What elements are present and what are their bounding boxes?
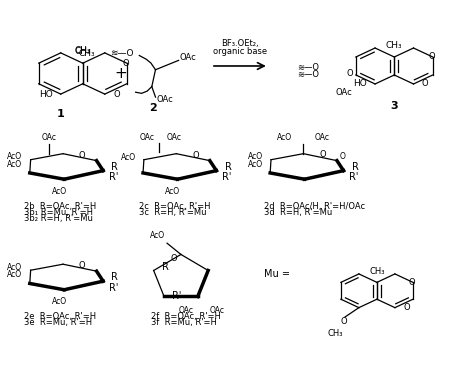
Text: OAc: OAc (178, 306, 193, 315)
Text: 3d  R=H, R'=Mu: 3d R=H, R'=Mu (264, 208, 332, 217)
Text: 3: 3 (391, 101, 398, 111)
Text: O: O (319, 150, 326, 159)
Text: 2c  R=OAc, R'=H: 2c R=OAc, R'=H (139, 201, 211, 211)
Text: OAc: OAc (167, 133, 182, 142)
Text: 2b  R=OAc, R'=H: 2b R=OAc, R'=H (24, 201, 96, 211)
Text: 3f  R=Mu, R'=H: 3f R=Mu, R'=H (151, 318, 217, 327)
Text: O: O (192, 151, 199, 160)
Text: R: R (111, 162, 118, 172)
Text: ≋—O: ≋—O (110, 49, 133, 59)
Text: R: R (162, 262, 169, 272)
Text: 3e  R=Mu, R'=H: 3e R=Mu, R'=H (24, 318, 92, 327)
Text: OAc: OAc (42, 133, 57, 142)
Text: CH₃: CH₃ (74, 46, 91, 55)
Text: AcO: AcO (52, 187, 67, 196)
Text: AcO: AcO (120, 153, 136, 162)
Text: AcO: AcO (7, 160, 22, 169)
Text: 2d  R=OAc/H, R'=H/OAc: 2d R=OAc/H, R'=H/OAc (264, 201, 365, 211)
Text: AcO: AcO (247, 152, 263, 161)
Text: O: O (79, 261, 85, 270)
Text: 2: 2 (149, 103, 157, 113)
Text: CH₃: CH₃ (369, 267, 385, 276)
Text: 3b₁ R=Mu, R'=H: 3b₁ R=Mu, R'=H (24, 208, 93, 217)
Text: AcO: AcO (7, 263, 22, 272)
Text: AcO: AcO (7, 270, 22, 279)
Text: O: O (339, 152, 345, 161)
Text: 2f  R=OAc, R'=H: 2f R=OAc, R'=H (151, 312, 221, 321)
Text: 1: 1 (57, 109, 64, 119)
Text: OAc: OAc (210, 306, 224, 315)
Text: CH₃: CH₃ (78, 49, 95, 58)
Text: O: O (408, 278, 415, 287)
Text: OAc: OAc (156, 95, 173, 104)
Text: AcO: AcO (247, 160, 263, 169)
Text: R': R' (349, 172, 358, 182)
Text: AcO: AcO (7, 152, 22, 161)
Text: AcO: AcO (150, 231, 165, 240)
Text: O: O (340, 317, 347, 326)
Text: R: R (111, 272, 118, 282)
Text: R': R' (109, 283, 118, 293)
Text: O: O (346, 69, 353, 78)
Text: O: O (428, 52, 435, 62)
Text: 3b₂ R=H, R'=Mu: 3b₂ R=H, R'=Mu (24, 214, 92, 223)
Text: AcO: AcO (52, 297, 67, 306)
Text: R': R' (109, 172, 118, 182)
Text: HO: HO (353, 79, 367, 88)
Text: R: R (352, 162, 359, 172)
Text: CH₃: CH₃ (327, 329, 343, 338)
Text: O: O (79, 151, 85, 160)
Text: Mu =: Mu = (264, 269, 290, 279)
Text: O: O (403, 303, 410, 312)
Text: BF₃.OEt₂,: BF₃.OEt₂, (221, 39, 258, 48)
Text: +: + (114, 66, 127, 81)
Text: CH₃: CH₃ (74, 47, 91, 56)
Text: O: O (113, 90, 120, 98)
Text: ≋—O: ≋—O (297, 63, 319, 72)
Text: R: R (225, 162, 232, 172)
Text: R': R' (173, 291, 182, 301)
Text: R': R' (222, 172, 231, 182)
Text: O: O (422, 79, 428, 88)
Text: CH₃: CH₃ (386, 41, 402, 49)
Text: ≋—O: ≋—O (297, 70, 319, 80)
Text: OAc: OAc (139, 133, 155, 142)
Text: HO: HO (39, 90, 53, 98)
Text: organic base: organic base (212, 47, 267, 56)
Text: O: O (171, 254, 178, 263)
Text: AcO: AcO (165, 187, 181, 196)
Text: O: O (122, 59, 129, 68)
Text: OAc: OAc (180, 53, 196, 62)
Text: 2e  R=OAc, R'=H: 2e R=OAc, R'=H (24, 312, 96, 321)
Text: 3c  R=H, R'=Mu: 3c R=H, R'=Mu (139, 208, 207, 217)
Text: OAc: OAc (335, 88, 352, 97)
Text: OAc: OAc (315, 133, 330, 142)
Text: AcO: AcO (277, 133, 292, 142)
